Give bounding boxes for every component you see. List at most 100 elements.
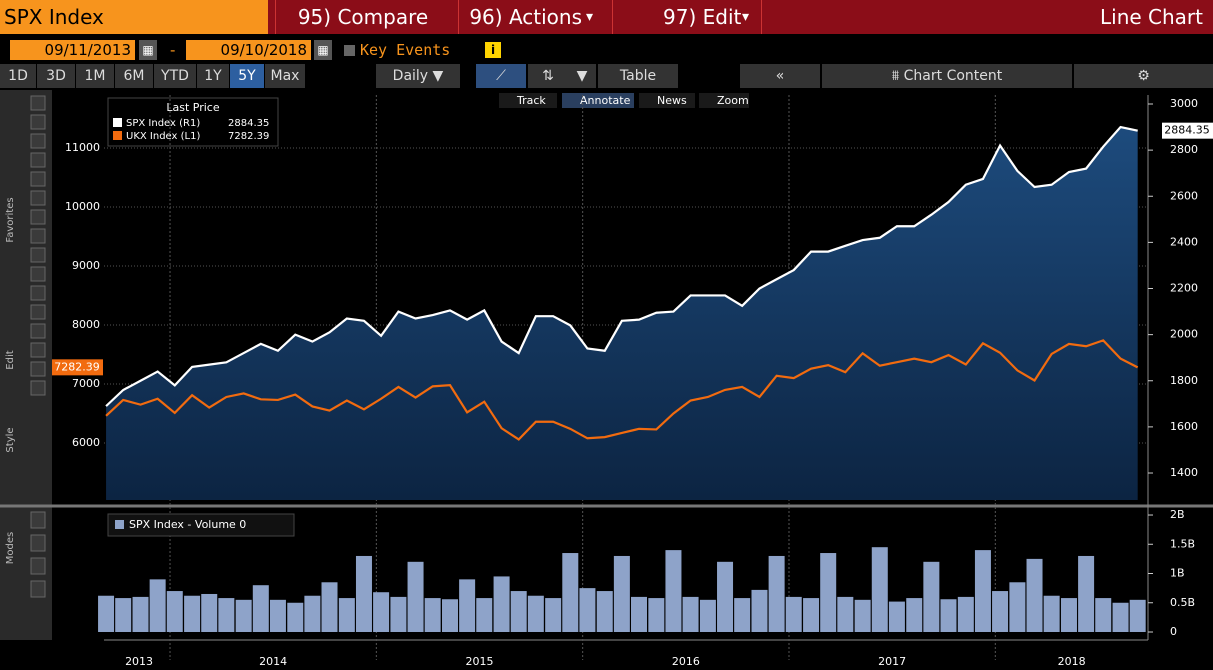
bar-chart-icon[interactable]: ⇅ xyxy=(528,64,568,88)
volume-bar xyxy=(132,596,149,632)
tool-icon xyxy=(30,171,46,187)
tool-icon xyxy=(30,380,46,396)
start-date[interactable]: 09/11/2013 xyxy=(10,40,135,60)
tool-label: Track xyxy=(516,94,546,107)
calendar-icon[interactable]: ▦ xyxy=(139,40,157,60)
table-button[interactable]: Table xyxy=(598,64,678,88)
y2-tick-label: 3000 xyxy=(1170,97,1198,110)
y-tick-label: 10000 xyxy=(65,200,100,213)
x-tick-label: 2014 xyxy=(259,655,287,668)
last-price-label: 7282.39 xyxy=(54,360,100,373)
volume-bar xyxy=(923,561,940,632)
tool-icon xyxy=(30,152,46,168)
dropdown-arrow[interactable]: ▼ xyxy=(568,64,596,88)
volume-bar xyxy=(98,595,115,632)
info-icon[interactable]: i xyxy=(485,42,501,58)
legend-label: SPX Index (R1) xyxy=(126,118,200,129)
tool-icon xyxy=(30,323,46,339)
volume-bar xyxy=(115,598,132,632)
volume-bar xyxy=(201,593,218,632)
tool-icon xyxy=(30,133,46,149)
volume-bar xyxy=(442,599,459,632)
menu-item[interactable]: 95) Compare xyxy=(275,0,450,34)
period-button[interactable]: 5Y xyxy=(230,64,264,88)
legend-value: 7282.39 xyxy=(228,131,269,142)
legend-swatch xyxy=(113,118,122,127)
volume-bar xyxy=(338,598,355,632)
volume-bar xyxy=(768,555,785,632)
volume-bar xyxy=(287,602,304,632)
volume-bar xyxy=(166,591,183,632)
dropdown-arrow: ▾ xyxy=(742,0,750,34)
volume-bar xyxy=(527,595,544,632)
volume-bar xyxy=(974,550,991,632)
volume-bar xyxy=(184,595,201,632)
volume-bar xyxy=(906,598,923,632)
volume-bar xyxy=(269,599,286,632)
menu-item[interactable]: 97) Edit xyxy=(612,0,762,34)
volume-bar xyxy=(579,588,596,632)
collapse-button[interactable]: « xyxy=(740,64,820,88)
x-tick-label: 2016 xyxy=(672,655,700,668)
volume-bar xyxy=(888,601,905,632)
side-label: Style xyxy=(5,427,16,452)
period-button[interactable]: 3D xyxy=(37,64,75,88)
y-tick-label: 8000 xyxy=(72,318,100,331)
side-label: Favorites xyxy=(5,197,16,242)
menu-item[interactable]: 96) Actions xyxy=(458,0,606,34)
frequency[interactable]: Daily ▼ xyxy=(376,64,460,88)
ticker[interactable]: SPX Index xyxy=(0,0,268,34)
volume-bar xyxy=(1026,558,1043,632)
volume-legend-label: SPX Index - Volume 0 xyxy=(129,518,246,531)
y2-tick-label: 2000 xyxy=(1170,328,1198,341)
line-chart-icon[interactable]: ⟋ xyxy=(476,64,526,88)
period-button[interactable]: Max xyxy=(265,64,305,88)
period-button[interactable]: YTD xyxy=(154,64,196,88)
volume-bar xyxy=(321,582,338,632)
checkbox[interactable] xyxy=(344,45,355,56)
tool-icon xyxy=(30,304,46,320)
tool-button xyxy=(499,93,557,108)
volume-bar xyxy=(992,591,1009,632)
legend-box xyxy=(107,97,279,147)
volume-bar xyxy=(510,591,527,632)
volume-bar xyxy=(373,592,390,632)
calendar-icon[interactable]: ▦ xyxy=(314,40,332,60)
y-tick-label: 1.5B xyxy=(1170,537,1195,550)
volume-bar xyxy=(648,598,665,632)
y-tick-label: 9000 xyxy=(72,259,100,272)
period-button[interactable]: 1M xyxy=(76,64,114,88)
volume-bar xyxy=(613,555,630,632)
period-button[interactable]: 1Y xyxy=(197,64,229,88)
volume-bar xyxy=(820,553,837,632)
y-tick-label: 6000 xyxy=(72,436,100,449)
y-tick-label: 2B xyxy=(1170,508,1185,521)
volume-bar xyxy=(424,598,441,632)
period-button[interactable]: 6M xyxy=(115,64,153,88)
chart-content-button[interactable]: ⩩ Chart Content xyxy=(822,64,1072,88)
volume-bar xyxy=(785,596,802,632)
tool-label: Zoom xyxy=(717,94,749,107)
volume-bar xyxy=(493,576,510,632)
tool-icon xyxy=(30,266,46,282)
volume-bar xyxy=(562,553,579,632)
frequency-label: Daily xyxy=(392,68,429,84)
volume-bar xyxy=(390,596,407,632)
tool-icon xyxy=(30,209,46,225)
settings-button[interactable]: ⚙ xyxy=(1074,64,1213,88)
volume-bar xyxy=(803,598,820,632)
x-tick-label: 2018 xyxy=(1058,655,1086,668)
volume-bar xyxy=(699,599,716,632)
y2-tick-label: 2800 xyxy=(1170,143,1198,156)
volume-bar xyxy=(1129,599,1146,632)
legend-swatch xyxy=(113,131,122,140)
end-date[interactable]: 09/10/2018 xyxy=(186,40,311,60)
tool-icon xyxy=(30,190,46,206)
period-button[interactable]: 1D xyxy=(0,64,36,88)
mode-icon xyxy=(30,534,46,552)
volume-bar xyxy=(355,555,372,632)
volume-bar xyxy=(545,598,562,632)
key-events[interactable]: Key Events xyxy=(360,41,451,59)
tool-label: News xyxy=(657,94,687,107)
tool-icon xyxy=(30,228,46,244)
